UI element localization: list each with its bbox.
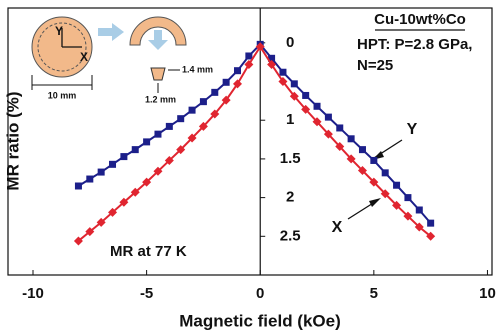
- marker: [313, 102, 321, 110]
- marker: [335, 142, 345, 152]
- arrow: [148, 30, 168, 50]
- marker: [278, 77, 288, 87]
- marker: [255, 42, 265, 52]
- marker: [404, 194, 412, 202]
- marker: [85, 227, 95, 237]
- marker: [357, 166, 367, 176]
- marker: [109, 160, 117, 168]
- marker: [268, 54, 276, 62]
- marker: [154, 130, 162, 138]
- marker: [74, 182, 82, 190]
- marker: [187, 133, 197, 143]
- x-tick-label: 5: [370, 285, 378, 302]
- y-tick-label: 1.5: [280, 150, 301, 167]
- marker: [323, 129, 333, 139]
- arrowhead: [369, 198, 381, 207]
- marker: [381, 169, 389, 177]
- sample: [150, 67, 166, 81]
- y-tick-label: 2.5: [280, 227, 301, 244]
- marker: [164, 155, 174, 165]
- marker: [233, 79, 243, 89]
- marker: [97, 168, 105, 176]
- marker: [119, 197, 129, 207]
- marker: [153, 166, 163, 176]
- series-label: Y: [407, 121, 418, 138]
- marker: [176, 145, 186, 155]
- plot-frame: [7, 7, 493, 276]
- y-tick-label: 1: [286, 111, 294, 128]
- inset-label: X: [80, 50, 88, 64]
- x-axis-label: Magnetic field (kOe): [179, 311, 341, 330]
- marker: [415, 206, 423, 214]
- inset-label: 1.2 mm: [145, 94, 176, 104]
- marker: [210, 109, 220, 119]
- marker: [143, 138, 151, 146]
- marker: [346, 154, 356, 164]
- marker: [370, 156, 378, 164]
- marker: [426, 231, 436, 241]
- marker: [130, 187, 140, 197]
- marker: [289, 91, 299, 101]
- marker: [211, 88, 219, 96]
- marker: [279, 68, 287, 76]
- marker: [234, 67, 242, 75]
- y-axis-label: MR ratio (%): [3, 91, 22, 190]
- marker: [142, 177, 152, 187]
- marker: [244, 59, 254, 69]
- temperature-label: MR at 77 K: [110, 243, 187, 260]
- marker: [392, 200, 402, 210]
- marker: [301, 104, 311, 114]
- marker: [267, 59, 277, 69]
- ring-outline: [37, 22, 87, 72]
- x-tick-label: 10: [479, 285, 496, 302]
- x-tick-label: -10: [22, 285, 44, 302]
- y-tick-label: 2: [286, 189, 294, 206]
- marker: [198, 121, 208, 131]
- marker: [188, 106, 196, 114]
- marker: [312, 117, 322, 127]
- arrow: [98, 23, 124, 41]
- marker: [131, 146, 139, 154]
- series-label: X: [332, 219, 343, 236]
- marker: [245, 52, 253, 60]
- inset: Y X 10 mm 1.4 mm 1.2 mm: [31, 16, 213, 104]
- series-line: [77, 44, 432, 242]
- marker: [221, 95, 231, 105]
- marker: [177, 115, 185, 123]
- x-tick-label: 0: [256, 285, 264, 302]
- marker: [290, 80, 298, 88]
- turns-label: N=25: [357, 57, 393, 74]
- y-tick-label: 0: [286, 34, 294, 51]
- marker: [222, 78, 230, 86]
- inset-label: 1.4 mm: [182, 64, 213, 74]
- marker: [393, 181, 401, 189]
- half-ring: [129, 16, 187, 46]
- inset-label: Y: [55, 24, 63, 38]
- marker: [427, 219, 435, 227]
- material-label: Cu-10wt%Co: [374, 11, 466, 28]
- marker: [86, 175, 94, 183]
- marker: [324, 113, 332, 121]
- marker: [403, 211, 413, 221]
- inset-label: 10 mm: [48, 90, 77, 100]
- marker: [199, 98, 207, 106]
- marker: [165, 122, 173, 130]
- marker: [96, 217, 106, 227]
- marker: [369, 177, 379, 187]
- marker: [302, 91, 310, 99]
- marker: [73, 236, 83, 246]
- marker: [108, 207, 118, 217]
- x-tick-label: -5: [140, 285, 153, 302]
- marker: [336, 124, 344, 132]
- marker: [347, 135, 355, 143]
- marker: [414, 222, 424, 232]
- marker: [120, 153, 128, 161]
- marker: [358, 146, 366, 154]
- marker: [380, 189, 390, 199]
- process-label: HPT: P=2.8 GPa,: [357, 36, 472, 53]
